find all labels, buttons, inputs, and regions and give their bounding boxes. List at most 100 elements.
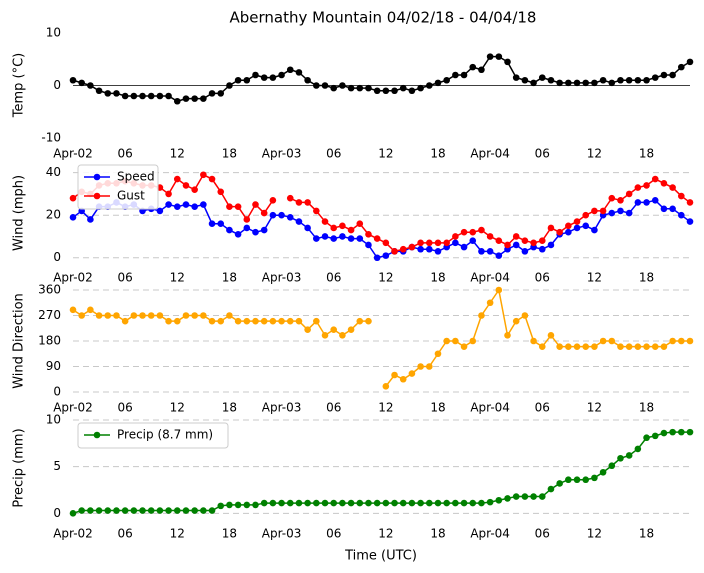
y-axis-label: Wind Direction: [12, 293, 27, 389]
data-point: [538, 74, 546, 81]
data-point: [651, 175, 659, 183]
legend-marker: [93, 431, 101, 439]
data-point: [321, 82, 329, 89]
data-point: [530, 493, 537, 500]
data-point: [686, 428, 694, 436]
data-point: [121, 317, 129, 325]
legend: Speed Gust: [77, 164, 159, 210]
data-point: [469, 63, 477, 71]
data-point: [365, 241, 372, 249]
data-point: [165, 507, 172, 514]
data-point: [182, 95, 190, 102]
data-point: [191, 507, 198, 514]
data-point: [512, 241, 520, 249]
data-point: [625, 452, 633, 459]
data-point: [512, 74, 520, 81]
data-point: [156, 312, 164, 319]
y-tick-label: 20: [46, 208, 61, 222]
x-tick-label: 06: [326, 527, 341, 541]
data-point: [512, 233, 520, 240]
data-point: [573, 224, 581, 232]
data-point: [495, 53, 503, 60]
data-point: [643, 182, 650, 189]
data-point: [417, 499, 424, 507]
data-point: [643, 76, 650, 84]
data-point: [591, 474, 598, 482]
data-point: [547, 332, 555, 339]
data-point: [417, 245, 424, 253]
data-point: [460, 499, 468, 507]
x-tick-label: 06: [118, 147, 133, 161]
data-point: [504, 241, 511, 249]
data-point: [591, 207, 598, 215]
data-point: [660, 343, 668, 350]
data-point: [87, 216, 94, 223]
y-tick-label: 360: [38, 283, 61, 297]
data-point: [347, 499, 355, 507]
data-point: [147, 507, 155, 514]
data-point: [313, 499, 320, 507]
data-point: [504, 58, 511, 66]
data-point: [486, 233, 494, 240]
x-axis-label: Time (UTC): [344, 549, 417, 564]
y-tick-label: 0: [53, 250, 61, 264]
data-point: [295, 317, 303, 325]
y-tick-label: -10: [41, 131, 61, 145]
data-point: [173, 317, 181, 325]
data-point: [217, 220, 225, 228]
data-point: [165, 317, 172, 325]
x-tick-label: 12: [587, 271, 602, 285]
data-point: [686, 337, 694, 345]
data-point: [321, 332, 329, 339]
x-tick-label: 06: [118, 527, 133, 541]
data-point: [556, 79, 563, 87]
data-point: [460, 343, 468, 350]
data-point: [391, 499, 398, 507]
data-point: [625, 343, 633, 350]
data-point: [139, 312, 146, 319]
data-point: [608, 194, 616, 202]
legend-label: Precip (8.7 mm): [117, 428, 213, 442]
data-point: [443, 76, 450, 84]
data-point: [486, 248, 494, 255]
x-tick-label: 18: [430, 147, 445, 161]
x-tick-label: 06: [118, 271, 133, 285]
data-point: [173, 97, 181, 105]
data-point: [651, 432, 659, 440]
data-point: [417, 239, 424, 247]
data-point: [69, 214, 77, 221]
data-point: [121, 507, 129, 514]
data-point: [608, 209, 616, 217]
y-tick-label: 270: [38, 308, 61, 322]
data-point: [165, 201, 172, 208]
data-point: [452, 499, 459, 507]
x-tick-label: 18: [430, 271, 445, 285]
x-tick-label: 06: [535, 147, 550, 161]
data-point: [217, 90, 225, 97]
data-point: [399, 375, 407, 383]
data-point: [243, 224, 251, 232]
x-tick-label: Apr-04: [470, 401, 510, 415]
data-point: [599, 207, 607, 215]
data-point: [521, 312, 529, 319]
data-point: [295, 69, 303, 76]
data-point: [95, 507, 103, 514]
data-point: [313, 207, 320, 215]
data-point: [78, 79, 85, 87]
data-point: [678, 337, 685, 345]
data-point: [617, 454, 624, 462]
x-tick-label: Apr-02: [53, 147, 93, 161]
data-point: [104, 90, 112, 97]
data-point: [443, 337, 450, 345]
data-point: [530, 79, 537, 87]
data-point: [278, 317, 285, 325]
data-point: [417, 84, 424, 92]
data-point: [686, 218, 694, 225]
data-point: [130, 312, 138, 319]
data-point: [95, 312, 103, 319]
data-point: [478, 312, 485, 319]
data-point: [234, 203, 242, 210]
data-point: [443, 499, 450, 507]
data-point: [130, 507, 138, 514]
data-point: [339, 332, 346, 339]
